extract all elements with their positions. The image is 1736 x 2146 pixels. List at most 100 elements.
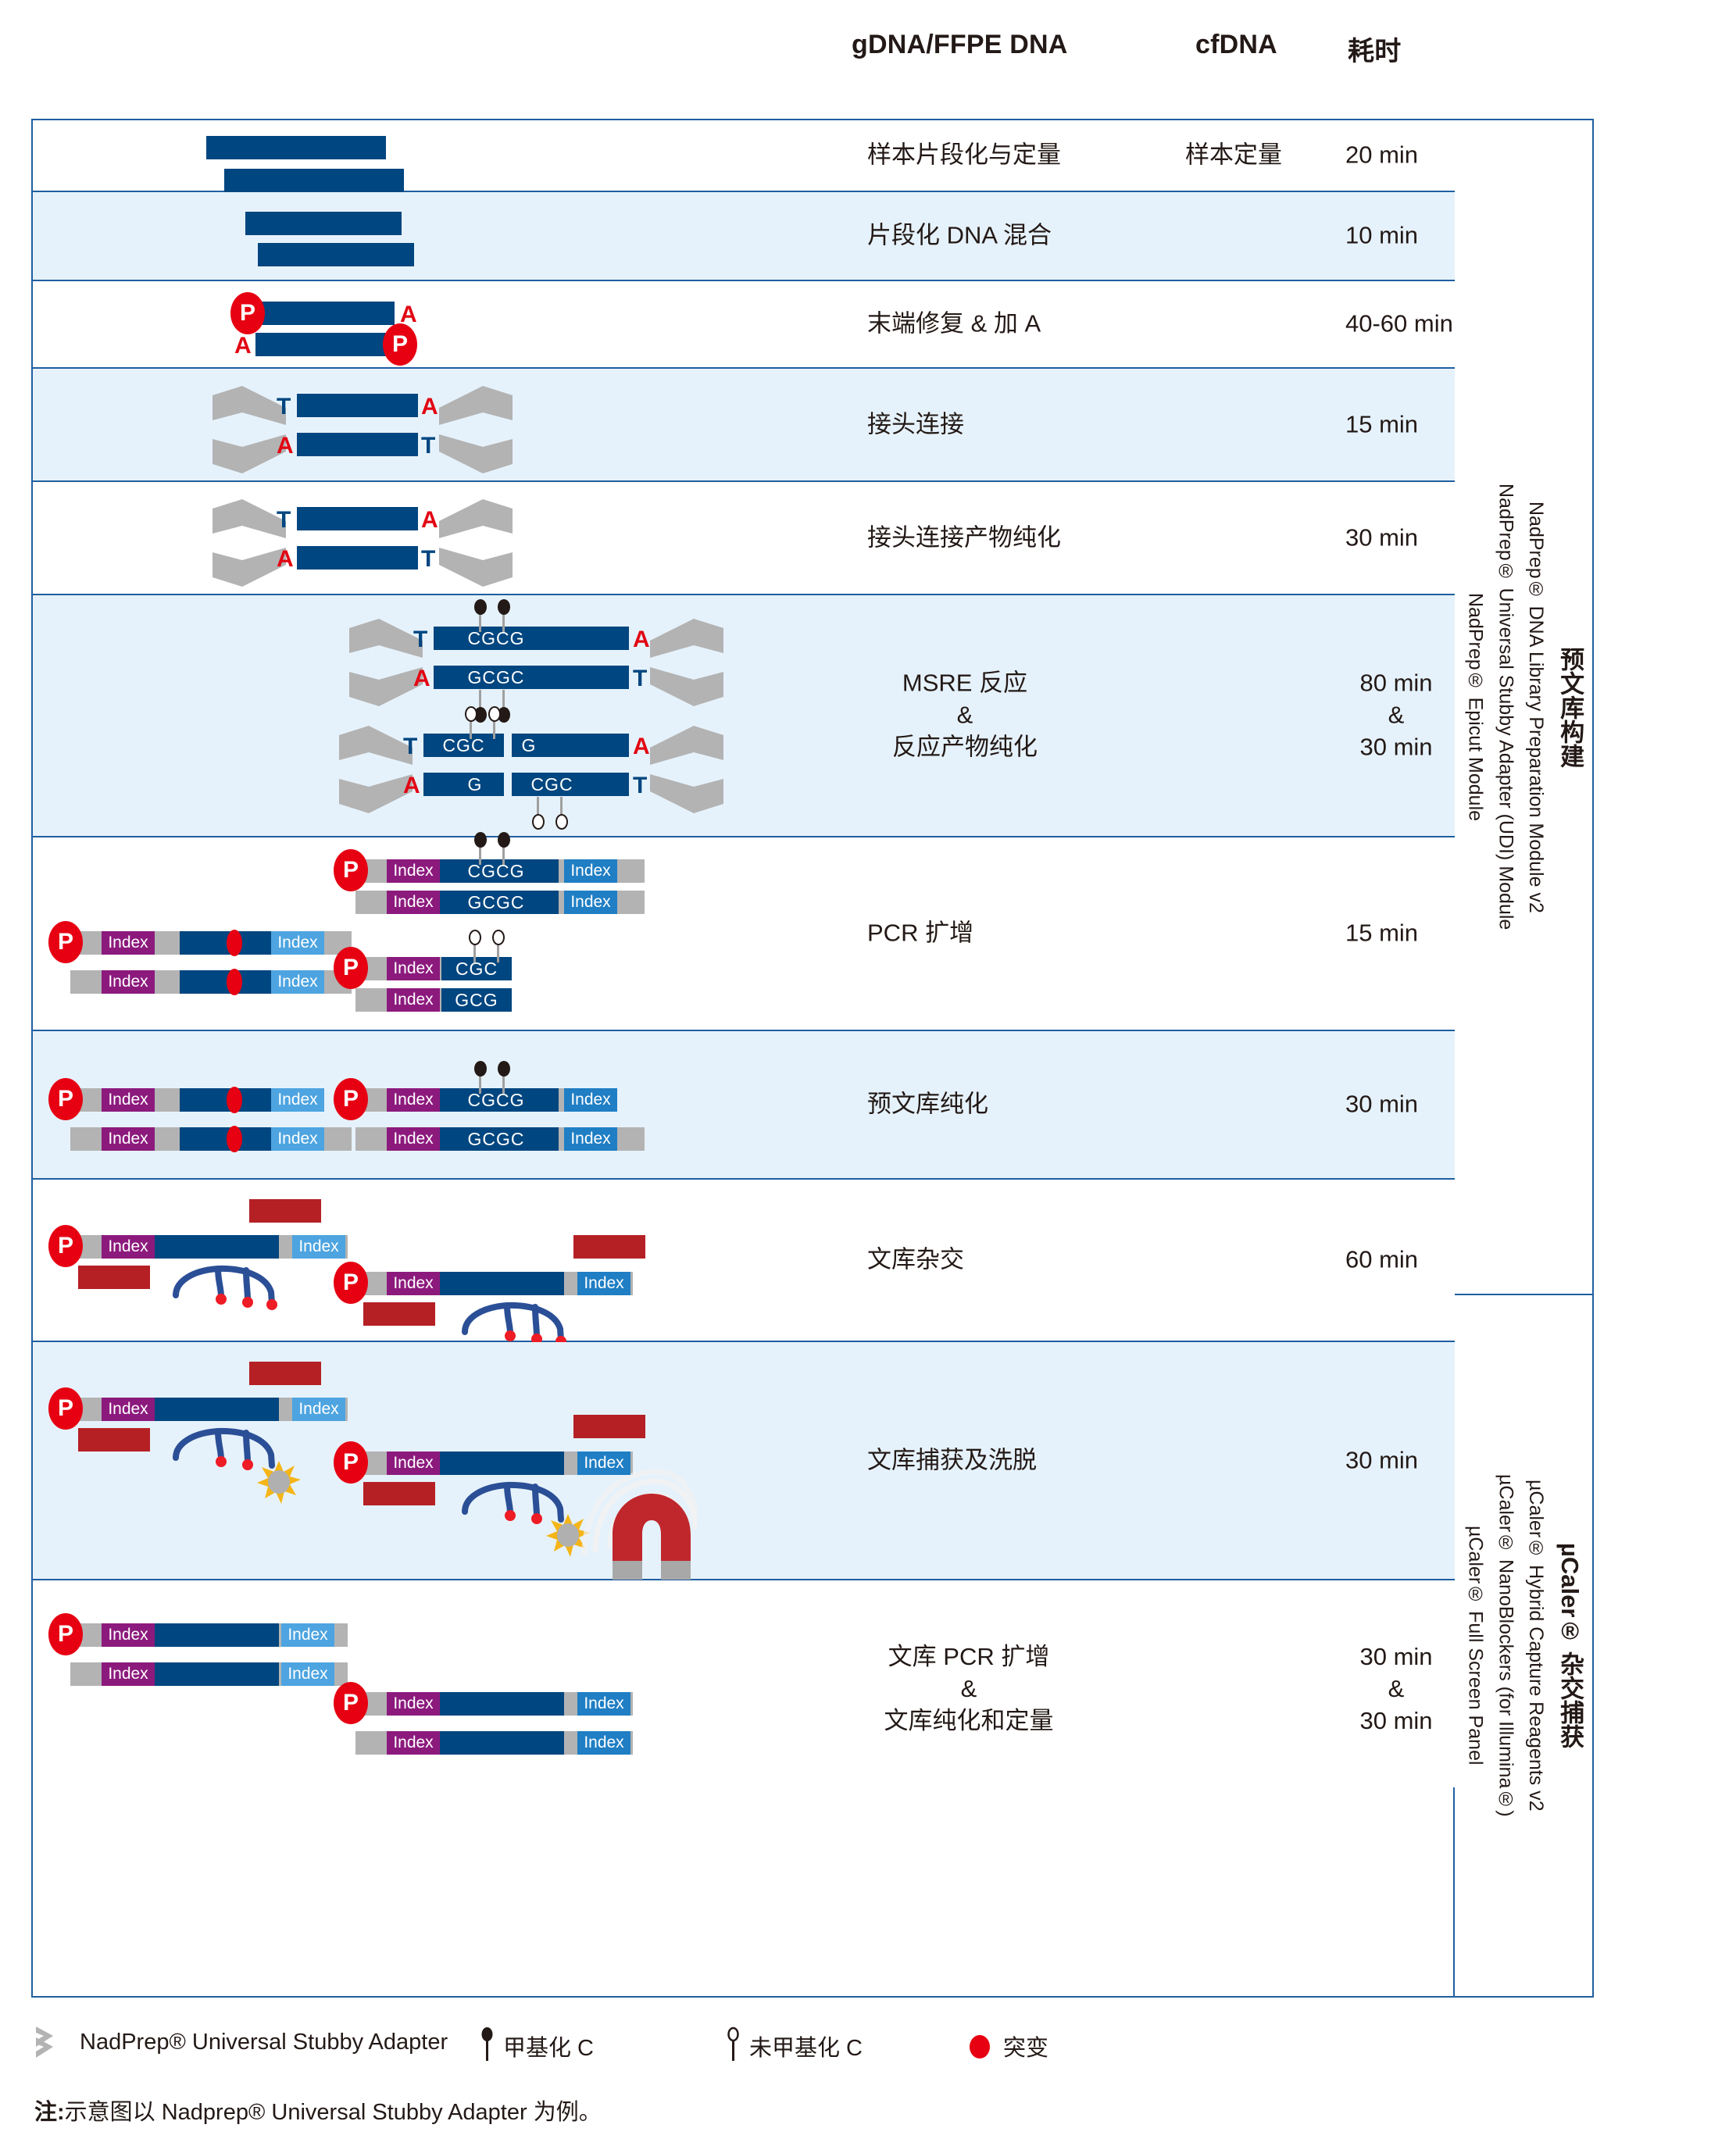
- stubby-adapter-icon: [439, 498, 514, 549]
- label-gdna: 预文库纯化: [867, 1090, 988, 1118]
- phosphate-marker: P: [334, 1441, 368, 1484]
- magnet-icon: [580, 1467, 700, 1584]
- stubby-adapter-icon: [439, 423, 514, 475]
- label-gdna-line3: 文库纯化和定量: [884, 1706, 1054, 1734]
- dna-fragment: [434, 627, 629, 650]
- label-gdna: 文库 PCR 扩增 & 文库纯化和定量: [867, 1641, 1070, 1737]
- index-p5: Index: [387, 859, 440, 883]
- footnote: 注:示意图以 Nadprep® Universal Stubby Adapter…: [34, 2094, 602, 2126]
- sequence-g: G: [521, 735, 537, 755]
- base-t: T: [277, 394, 291, 420]
- dna-insert: [435, 1451, 564, 1475]
- index-p7: Index: [281, 1662, 334, 1686]
- index-p7: Index: [564, 1088, 617, 1112]
- index-p7: Index: [271, 1088, 324, 1112]
- dna-insert-cut: [441, 957, 512, 980]
- base-a: A: [421, 394, 438, 420]
- nanoblocker: [363, 1302, 435, 1326]
- capture-probe-icon: [170, 1420, 279, 1475]
- phosphate-marker: P: [48, 1613, 83, 1655]
- index-p5: Index: [387, 1731, 440, 1755]
- label-time: 15 min: [1345, 410, 1419, 438]
- capture-probe-icon: [459, 1474, 568, 1529]
- base-t: T: [633, 773, 648, 798]
- index-p7: Index: [577, 1272, 630, 1295]
- dna-insert: [434, 1127, 559, 1151]
- mutation-marker: [227, 930, 242, 956]
- index-p5: Index: [102, 1623, 155, 1647]
- phosphate-marker: P: [334, 1682, 368, 1724]
- dna-insert: [434, 859, 559, 883]
- row-ligation-purification: T A A T 接头连接产物纯化 30 min: [33, 482, 1455, 595]
- sequence-gcgc: GCGC: [467, 892, 525, 912]
- panel-line-3: NadPrep® Epicut Module: [1464, 592, 1487, 822]
- base-t: T: [421, 546, 436, 572]
- header-gdna: gDNA/FFPE DNA: [852, 30, 1068, 59]
- stubby-adapter-icon: [650, 763, 725, 815]
- index-p7: Index: [564, 891, 617, 914]
- index-p5: Index: [387, 1127, 440, 1151]
- phosphate-marker: P: [383, 323, 417, 366]
- label-time-line3: 30 min: [1359, 733, 1433, 761]
- base-a: A: [413, 666, 430, 691]
- index-p5: Index: [387, 1692, 440, 1716]
- dna-fragment: [224, 169, 404, 192]
- sequence-gcgc: GCGC: [467, 1129, 525, 1149]
- index-p5: Index: [387, 1272, 440, 1295]
- legend-mutation-label: 突变: [1003, 2036, 1049, 2061]
- phosphate-marker: P: [48, 1078, 83, 1120]
- row-pcr: P Index Index Index Index P Index CGCG: [33, 832, 1455, 1031]
- row-end-repair: P A A P 末端修复 & 加 A 40-60 min: [33, 281, 1455, 369]
- label-gdna: 接头连接: [867, 410, 964, 438]
- dna-fragment: [245, 212, 402, 235]
- index-p7: Index: [271, 1127, 324, 1151]
- panel-text: µCaler® 杂交捕获 µCaler® Hybrid Capture Reag…: [1460, 1474, 1588, 1817]
- base-t: T: [413, 627, 428, 652]
- panel-title: µCaler® 杂交捕获: [1556, 1542, 1584, 1749]
- index-p7: Index: [292, 1235, 345, 1259]
- legend-mutation-icon: [968, 2034, 991, 2063]
- phosphate-marker: P: [334, 1262, 368, 1304]
- base-a: A: [633, 627, 650, 652]
- base-a: A: [277, 546, 294, 572]
- index-p5: Index: [387, 988, 440, 1012]
- index-p7: Index: [292, 1398, 345, 1421]
- label-time: 40-60 min: [1345, 309, 1453, 337]
- base-a: A: [403, 773, 420, 798]
- sequence-cgc: CGC: [530, 774, 573, 794]
- phosphate-marker: P: [334, 849, 368, 891]
- header-cfdna: cfDNA: [1195, 30, 1277, 59]
- dna-insert: [435, 1272, 564, 1295]
- dna-insert: [434, 1088, 559, 1112]
- workflow-frame: 样本片段化与定量 样本定量 20 min 片段化 DNA 混合 10 min P…: [31, 119, 1594, 1998]
- base-a: A: [234, 333, 252, 359]
- row-pre-library-purification: P Index Index Index Index P Index CGCG I…: [33, 1031, 1455, 1180]
- row-fragmentation: 样本片段化与定量 样本定量 20 min: [33, 120, 1455, 192]
- stubby-adapter-icon: [439, 537, 514, 588]
- dna-insert: [434, 891, 559, 914]
- phosphate-marker: P: [48, 1387, 83, 1430]
- index-p5: Index: [102, 1398, 155, 1421]
- sequence-gcg: GCG: [455, 990, 498, 1010]
- label-gdna-line1: MSRE 反应: [902, 669, 1028, 697]
- phosphate-marker: P: [334, 947, 368, 989]
- base-t: T: [277, 507, 291, 533]
- dna-fragment-cut-left: [423, 773, 504, 796]
- index-p5: Index: [387, 957, 440, 980]
- legend-adapter-label: NadPrep® Universal Stubby Adapter: [80, 2030, 448, 2055]
- stubby-adapter-icon: [211, 537, 286, 588]
- panel-hybrid-capture: µCaler® 杂交捕获 µCaler® Hybrid Capture Reag…: [1455, 1295, 1594, 1996]
- label-gdna-line3: 反应产物纯化: [892, 733, 1038, 761]
- row-hybridization: P Index Index P Index: [33, 1180, 1455, 1347]
- stubby-adapter-icon: [211, 498, 286, 549]
- nanoblocker: [363, 1482, 435, 1505]
- legend-unmethylated-c-label: 未甲基化 C: [749, 2036, 863, 2061]
- capture-probe-icon: [459, 1294, 568, 1349]
- legend-adapter-icon: [34, 2023, 70, 2063]
- dna-fragment: [297, 394, 418, 417]
- sequence-cgcg: CGCG: [467, 628, 525, 648]
- base-a: A: [400, 302, 417, 327]
- base-t: T: [403, 734, 418, 759]
- base-a: A: [633, 734, 650, 759]
- stubby-adapter-icon: [439, 384, 514, 436]
